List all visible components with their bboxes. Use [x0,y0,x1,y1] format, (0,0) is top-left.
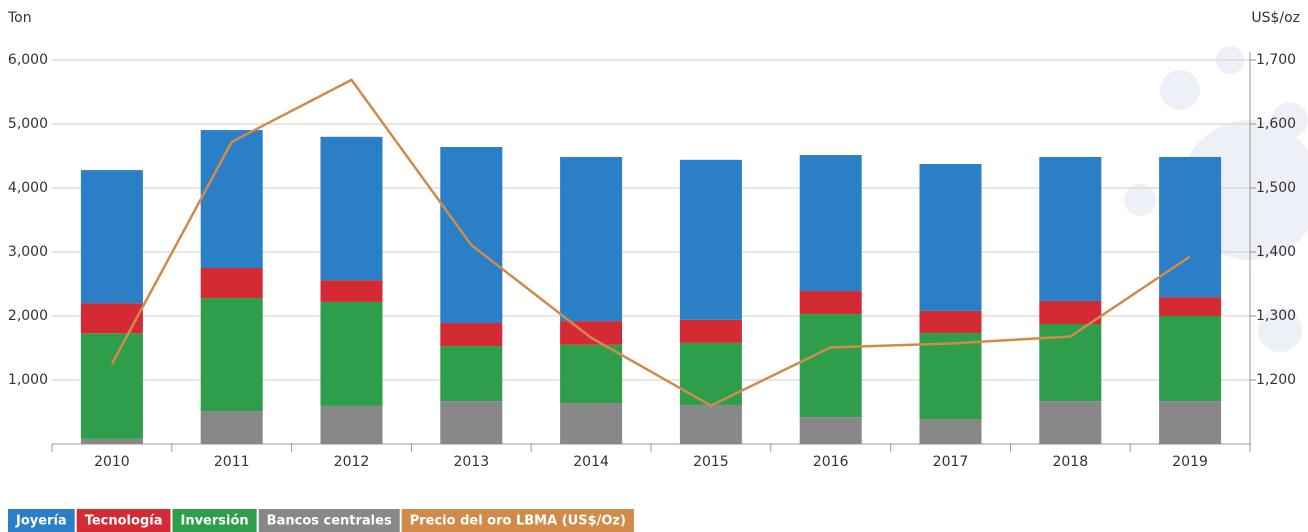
bar-segment [200,268,263,299]
x-tick-label: 2011 [214,454,250,470]
bar-segment [919,310,982,333]
x-tick-label: 2018 [1052,454,1088,470]
y-tick-label: 1,000 [8,372,48,388]
bar-segment [679,159,742,320]
y-tick-label: 4,000 [8,180,48,196]
bar-segment [200,298,263,412]
bar-segment [560,403,623,444]
bar-segment [320,136,383,281]
bar-segment [320,280,383,302]
price-line [110,78,1191,408]
legend-item[interactable]: Inversión [172,509,257,532]
bar-segment [1159,297,1222,316]
bar-segment [200,130,263,268]
bar-segment [1039,401,1102,444]
legend-item[interactable]: Tecnología [76,509,171,532]
bar-segment [919,164,982,311]
bar-segment [440,323,503,347]
y2-tick-label: 1,300 [1256,308,1296,324]
x-tick-label: 2014 [573,454,609,470]
y-tick-label: 2,000 [8,308,48,324]
bar-segment [440,346,503,402]
legend-swatch [172,509,257,532]
bar-segment [1159,316,1222,402]
bar-segment [80,333,143,439]
y-tick-label: 3,000 [8,244,48,260]
bar-segment [919,419,982,444]
x-tick-label: 2012 [334,454,370,470]
bar-segment [560,156,623,322]
legend-swatch [76,509,171,532]
y-tick-label: 5,000 [8,116,48,132]
bar-segment [80,303,143,334]
legend-swatch [8,509,75,532]
bar-segment [80,170,143,304]
bar-segment [679,319,742,343]
bar-segment [799,291,862,315]
legend-label: Bancos centrales [267,514,392,529]
y2-tick-label: 1,500 [1256,180,1296,196]
x-tick-label: 2016 [813,454,849,470]
legend-label: Joyería [15,514,67,529]
bar-segment [1159,401,1222,444]
bar-segment [799,417,862,444]
y2-tick-label: 1,600 [1256,116,1296,132]
bar-segment [320,405,383,444]
bar-segment [919,332,982,420]
y-axis-label: Ton [7,10,32,26]
legend-item[interactable]: Precio del oro LBMA (US$/Oz) [401,509,634,532]
x-tick-label: 2017 [933,454,969,470]
legend-label: Precio del oro LBMA (US$/Oz) [410,514,626,529]
bar-segment [320,301,383,406]
legend-label: Inversión [180,514,248,529]
bar-segment [80,438,143,444]
legend-swatch [258,509,400,532]
bar-segment [440,147,503,324]
y2-axis-label: US$/oz [1251,10,1300,26]
x-tick-label: 2015 [693,454,729,470]
x-tick-label: 2010 [94,454,130,470]
bar-segment [799,314,862,418]
bar-segment [679,404,742,444]
y2-tick-label: 1,400 [1256,244,1296,260]
legend-item[interactable]: Joyería [8,509,75,532]
legend-label: Tecnología [85,514,163,529]
legend-item[interactable]: Bancos centrales [258,509,400,532]
y2-tick-label: 1,700 [1256,52,1296,68]
bar-segment [799,155,862,292]
x-tick-label: 2019 [1172,454,1208,470]
x-tick-label: 2013 [453,454,489,470]
y-tick-label: 6,000 [8,52,48,68]
bar-segment [1039,156,1102,301]
bar-segment [200,411,263,444]
y2-tick-label: 1,200 [1256,372,1296,388]
bar-segment [560,344,623,404]
bar-segment [1159,156,1222,298]
bar-segment [560,321,623,345]
bar-segment [440,401,503,444]
legend-swatch [401,509,634,532]
bar-segment [1039,300,1102,324]
